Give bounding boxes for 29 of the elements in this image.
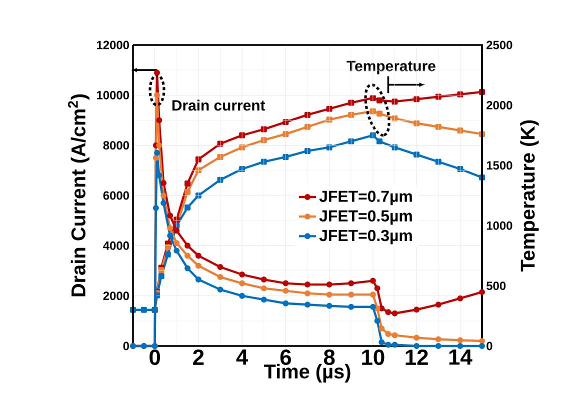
- legend-label: JFET=0.5µm: [319, 210, 412, 225]
- y-axis-title: Drain Current (A/cm$^{2}$): [68, 94, 90, 296]
- x-tick-label: 12: [406, 350, 428, 365]
- x-tick-label: 14: [449, 350, 472, 365]
- y-tick-label: 10000: [96, 90, 129, 100]
- y2-axis-title: Temperature (K): [520, 120, 539, 272]
- x-tick-label: 10: [362, 350, 384, 366]
- y2-tick-label: 2500: [486, 40, 512, 50]
- y-tick-label: 6000: [103, 191, 129, 200]
- y2-tick-label: 0: [486, 342, 492, 350]
- x-tick-label: 2: [193, 350, 204, 365]
- x-tick-label: 8: [324, 350, 335, 366]
- y2-tick-label: 2000: [486, 100, 512, 110]
- y-tick-label: 8000: [103, 141, 129, 150]
- annotation: Drain current: [172, 100, 266, 111]
- x-axis-title: Time (µs): [264, 364, 350, 382]
- y-tick-label: 12000: [96, 40, 129, 50]
- legend-label: JFET=0.3µm: [319, 230, 412, 244]
- y2-tick-label: 1500: [486, 161, 512, 170]
- y-tick-label: 0: [123, 342, 129, 350]
- y-tick-label: 2000: [103, 292, 129, 300]
- legend-label: JFET=0.7µm: [319, 190, 412, 206]
- y-tick-label: 4000: [103, 241, 129, 250]
- x-tick-label: 0: [150, 350, 160, 366]
- y2-tick-label: 500: [486, 282, 506, 290]
- x-tick-label: 4: [236, 350, 248, 365]
- y2-tick-label: 1000: [486, 221, 512, 230]
- annotation: Temperature: [346, 60, 436, 74]
- x-tick-label: 6: [280, 350, 291, 366]
